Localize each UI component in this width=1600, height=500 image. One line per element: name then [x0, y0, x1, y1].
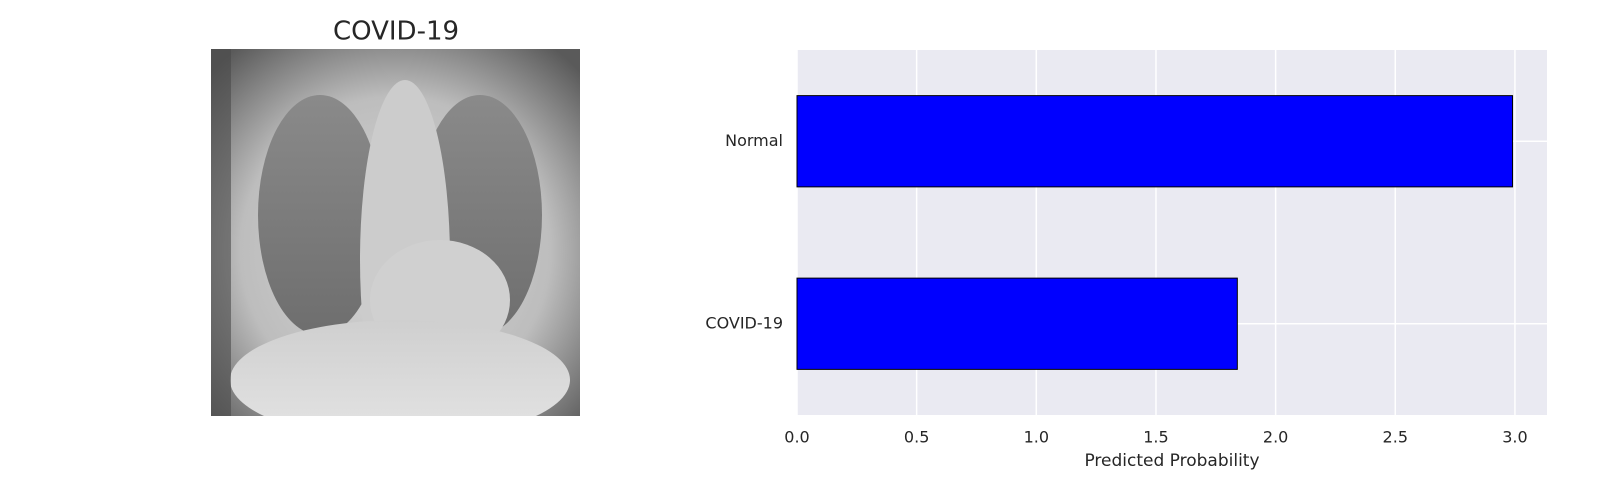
x-tick-label: 2.5 — [1383, 428, 1408, 447]
x-tick-label: 0.5 — [904, 428, 929, 447]
bar — [796, 95, 1514, 188]
x-tick-label: 3.0 — [1502, 428, 1527, 447]
bar — [796, 277, 1238, 370]
x-tick-label: 2.0 — [1263, 428, 1288, 447]
image-title: COVID-19 — [333, 17, 459, 47]
x-axis-label: Predicted Probability — [1084, 451, 1259, 471]
y-tick-label: COVID-19 — [705, 313, 783, 332]
x-tick-label: 0.0 — [784, 428, 809, 447]
x-tick-label: 1.5 — [1143, 428, 1168, 447]
x-tick-label: 1.0 — [1024, 428, 1049, 447]
xray-image — [211, 49, 580, 416]
y-tick-label: Normal — [725, 131, 783, 150]
